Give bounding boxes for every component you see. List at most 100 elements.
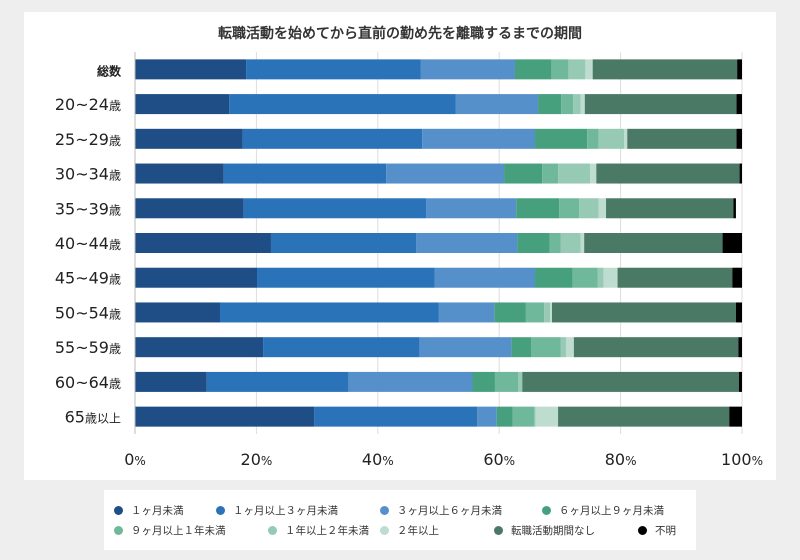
bar-segment <box>494 371 519 392</box>
bar-segment <box>504 163 543 184</box>
bar-segment <box>573 337 739 358</box>
bar-segment <box>517 233 550 253</box>
legend-label: ９ヶ月以上１年未満 <box>131 525 226 537</box>
bar-segment <box>598 128 625 149</box>
bar-segment <box>739 163 742 184</box>
bar-segment <box>434 267 536 288</box>
bar-segment <box>592 59 738 80</box>
bar-segment <box>617 267 733 288</box>
bar-segment <box>558 406 730 427</box>
bar-segment <box>579 198 599 219</box>
bar-segment <box>420 59 515 80</box>
bar-segment <box>535 406 559 427</box>
bar-segment <box>472 371 495 392</box>
bar-segment <box>477 406 497 427</box>
bar-segment <box>736 128 742 149</box>
bar-segment <box>552 302 736 323</box>
legend-label: ６ヶ月以上９ヶ月未満 <box>559 505 664 517</box>
category-label: 35~39歳 <box>55 199 121 218</box>
legend-item: １ヶ月以上３ヶ月未満 <box>216 503 338 518</box>
bar-segment <box>587 128 599 149</box>
x-tick-label: 40% <box>362 450 394 469</box>
bar-segment <box>135 371 207 392</box>
bar-segment <box>573 94 581 115</box>
bar-segment <box>223 163 387 184</box>
category-label: 65歳以上 <box>65 408 121 427</box>
bar-segment <box>419 337 512 358</box>
bar-segment <box>584 94 737 115</box>
category-label: 25~29歳 <box>55 130 121 149</box>
bar-segment <box>544 302 551 323</box>
legend-item: １ヶ月未満 <box>114 503 184 518</box>
bar-segment <box>738 337 742 358</box>
bar-segment <box>512 406 535 427</box>
category-label: 30~34歳 <box>55 165 121 184</box>
legend-swatch <box>494 526 503 535</box>
legend-label: ２年以上 <box>397 525 439 537</box>
bar-segment <box>738 371 742 392</box>
bar-segment <box>135 163 224 184</box>
bar-segment <box>580 233 585 253</box>
bar-segment <box>525 302 545 323</box>
legend-swatch <box>216 506 225 515</box>
bar-segment <box>135 59 247 80</box>
bar-segment <box>606 198 734 219</box>
legend-item: ６ヶ月以上９ヶ月未満 <box>542 503 664 518</box>
bar-segment <box>733 198 736 219</box>
bar-segment <box>135 267 258 288</box>
x-tick-label: 60% <box>483 450 515 469</box>
bar-segment <box>455 94 539 115</box>
legend-label: １年以上２年未満 <box>285 525 369 537</box>
bar-segment <box>735 302 742 323</box>
bar-segment <box>219 302 439 323</box>
legend-item: ９ヶ月以上１年未満 <box>114 523 226 538</box>
legend-label: ３ヶ月以上６ヶ月未満 <box>397 505 502 517</box>
x-tick-label: 80% <box>605 450 637 469</box>
bar-segment <box>560 233 581 253</box>
bar-segment <box>348 371 473 392</box>
bar-segment <box>722 233 742 253</box>
bar-segment <box>135 233 271 253</box>
category-label: 60~64歳 <box>55 373 121 392</box>
bar-segment <box>550 302 553 323</box>
legend-item: ３ヶ月以上６ヶ月未満 <box>380 503 502 518</box>
bar-segment <box>561 94 574 115</box>
bar-segment <box>542 163 559 184</box>
legend-swatch <box>380 526 389 535</box>
bar-segment <box>627 128 737 149</box>
bar-segment <box>737 59 742 80</box>
bar-segment <box>565 337 574 358</box>
bar-segment <box>585 59 593 80</box>
bar-segment <box>422 128 536 149</box>
legend-item: ２年以上 <box>380 523 439 538</box>
bar-segment <box>135 406 315 427</box>
bar-segment <box>229 94 456 115</box>
bar-segment <box>263 337 420 358</box>
bar-segment <box>736 94 742 115</box>
bar-segment <box>596 163 740 184</box>
chart-panel: 転職活動を始めてから直前の勤め先を離職するまでの期間 総数 20~24歳 25~29… <box>24 12 776 480</box>
bar-segment <box>729 406 742 427</box>
bar-segment <box>590 163 597 184</box>
bar-segment <box>624 128 628 149</box>
bar-segment <box>386 163 505 184</box>
bar-segment <box>135 337 264 358</box>
bar-segment <box>514 59 552 80</box>
bar-segment <box>270 233 417 253</box>
bar-segment <box>535 267 573 288</box>
bar-segment <box>206 371 349 392</box>
stacked-bar-chart: 総数 20~24歳 25~29歳 30~34歳 35~39歳 40~44歳 45~49歳 50… <box>55 52 763 469</box>
legend-swatch <box>114 526 123 535</box>
category-label: 50~54歳 <box>55 303 121 322</box>
category-label: 総数 <box>97 63 122 78</box>
legend-label: 転職活動期間なし <box>511 525 595 537</box>
bar-segment <box>559 198 580 219</box>
bar-segment <box>416 233 518 253</box>
bar-segment <box>584 233 723 253</box>
bar-segment <box>568 59 586 80</box>
bar-segment <box>535 128 588 149</box>
x-tick-label: 0% <box>124 450 146 469</box>
bar-segment <box>438 302 495 323</box>
x-tick-label: 100% <box>721 450 763 469</box>
bar-segment <box>314 406 478 427</box>
